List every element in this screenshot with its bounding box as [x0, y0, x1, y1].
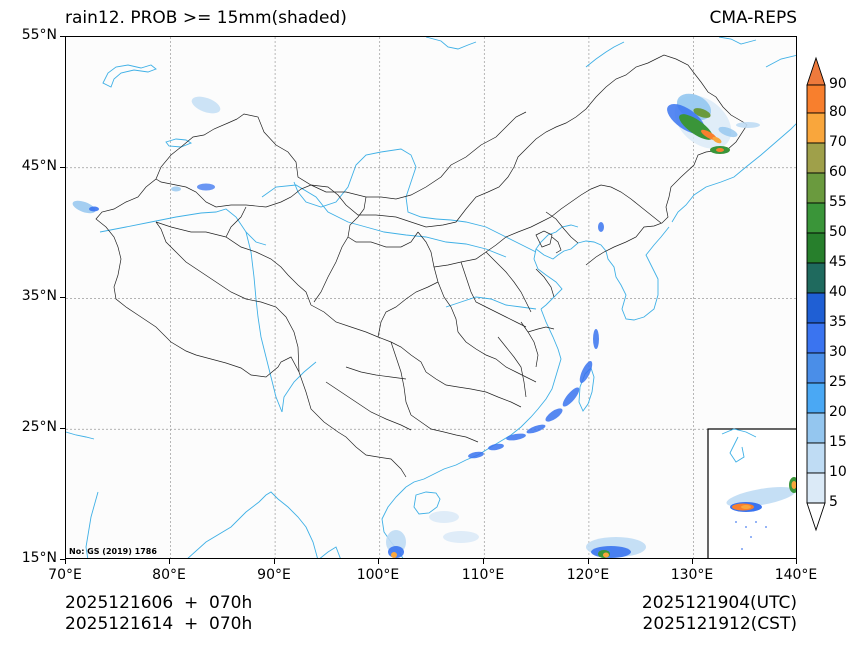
init-time-cst: 2025121614 + 070h [65, 614, 253, 634]
map-review-number: No: GS (2019) 1786 [69, 547, 157, 556]
x-tick-label: 70°E [48, 567, 82, 583]
colorbar-label: 25 [829, 374, 847, 390]
y-tick-label: 25°N [21, 419, 57, 435]
x-tickmark [692, 559, 694, 564]
y-tick-label: 45°N [21, 158, 57, 174]
colorbar-label: 80 [829, 104, 847, 120]
colorbar-label: 50 [829, 224, 847, 240]
x-tick-label: 110°E [461, 567, 505, 583]
colorbar-label: 30 [829, 344, 847, 360]
colorbar-label: 90 [829, 76, 847, 92]
y-tickmark [60, 428, 65, 430]
colorbar-label: 5 [829, 494, 838, 510]
model-name: CMA-REPS [709, 8, 797, 28]
south-china-sea-inset [707, 428, 796, 558]
y-tickmark [60, 167, 65, 169]
init-time-utc: 2025121606 + 070h [65, 593, 253, 613]
y-tickmark [60, 559, 65, 561]
colorbar-label: 40 [829, 284, 847, 300]
y-tickmark [60, 297, 65, 299]
x-tickmark [274, 559, 276, 564]
x-tickmark [169, 559, 171, 564]
x-tickmark [378, 559, 380, 564]
y-tick-label: 15°N [21, 550, 57, 566]
x-tickmark [483, 559, 485, 564]
coastlines [66, 37, 796, 558]
y-tickmark [60, 36, 65, 38]
chart-title: rain12. PROB >= 15mm(shaded) [65, 8, 347, 28]
x-tick-label: 130°E [670, 567, 714, 583]
x-tickmark [588, 559, 590, 564]
x-tickmark [796, 559, 798, 564]
colorbar-label: 60 [829, 164, 847, 180]
colorbar-label: 10 [829, 464, 847, 480]
colorbar-label: 45 [829, 254, 847, 270]
valid-time-utc: 2025121904(UTC) [641, 593, 797, 613]
x-tick-label: 80°E [152, 567, 186, 583]
x-tick-label: 120°E [566, 567, 610, 583]
colorbar-label: 70 [829, 134, 847, 150]
x-tick-label: 90°E [257, 567, 291, 583]
colorbar-label: 15 [829, 434, 847, 450]
colorbar-label: 35 [829, 314, 847, 330]
x-tick-label: 140°E [774, 567, 818, 583]
colorbar-label: 20 [829, 404, 847, 420]
valid-time-cst: 2025121912(CST) [642, 614, 797, 634]
x-tick-label: 100°E [356, 567, 400, 583]
borders [95, 54, 748, 478]
colorbar [806, 56, 826, 534]
map-canvas [66, 37, 796, 558]
map-plot-area: No: GS (2019) 1786 [65, 36, 797, 559]
y-tick-label: 55°N [21, 27, 57, 43]
y-tick-label: 35°N [21, 288, 57, 304]
probability-shading [72, 93, 760, 558]
colorbar-label: 55 [829, 194, 847, 210]
x-tickmark [65, 559, 67, 564]
